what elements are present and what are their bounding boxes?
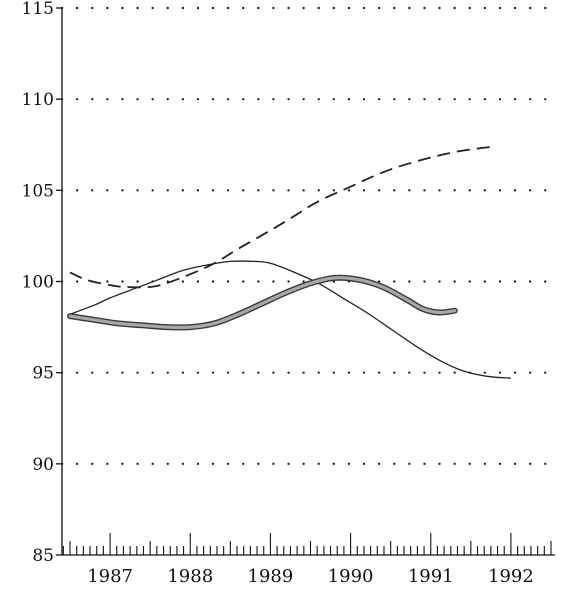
y-tick-labels: 85 90 95 100 105 110 115 xyxy=(22,0,54,566)
y-tick-label: 90 xyxy=(32,455,54,475)
y-tick-label: 105 xyxy=(22,181,54,201)
x-tick-label: 1987 xyxy=(87,566,133,587)
y-tick-label: 100 xyxy=(22,273,54,293)
x-tick-label: 1990 xyxy=(328,566,374,587)
series-thick-gray-line xyxy=(68,276,457,330)
x-minor-ticks xyxy=(62,533,552,555)
x-tick-label: 1989 xyxy=(248,566,294,587)
series-dashed-line xyxy=(69,145,495,289)
x-tick-label: 1988 xyxy=(167,566,213,587)
x-tick-label: 1992 xyxy=(488,566,534,587)
x-tick-label: 1991 xyxy=(408,566,454,587)
y-tick-label: 85 xyxy=(32,546,54,566)
y-tick-label: 110 xyxy=(22,90,54,110)
y-tick-label: 95 xyxy=(32,364,54,384)
axes xyxy=(61,8,555,556)
y-tick-label: 115 xyxy=(22,0,54,19)
x-tick-labels: 1987 1988 1989 1990 1991 1992 xyxy=(87,566,534,587)
series-lines xyxy=(67,145,511,379)
grid-lines xyxy=(56,6,557,556)
series-thin-solid-line xyxy=(69,260,511,379)
